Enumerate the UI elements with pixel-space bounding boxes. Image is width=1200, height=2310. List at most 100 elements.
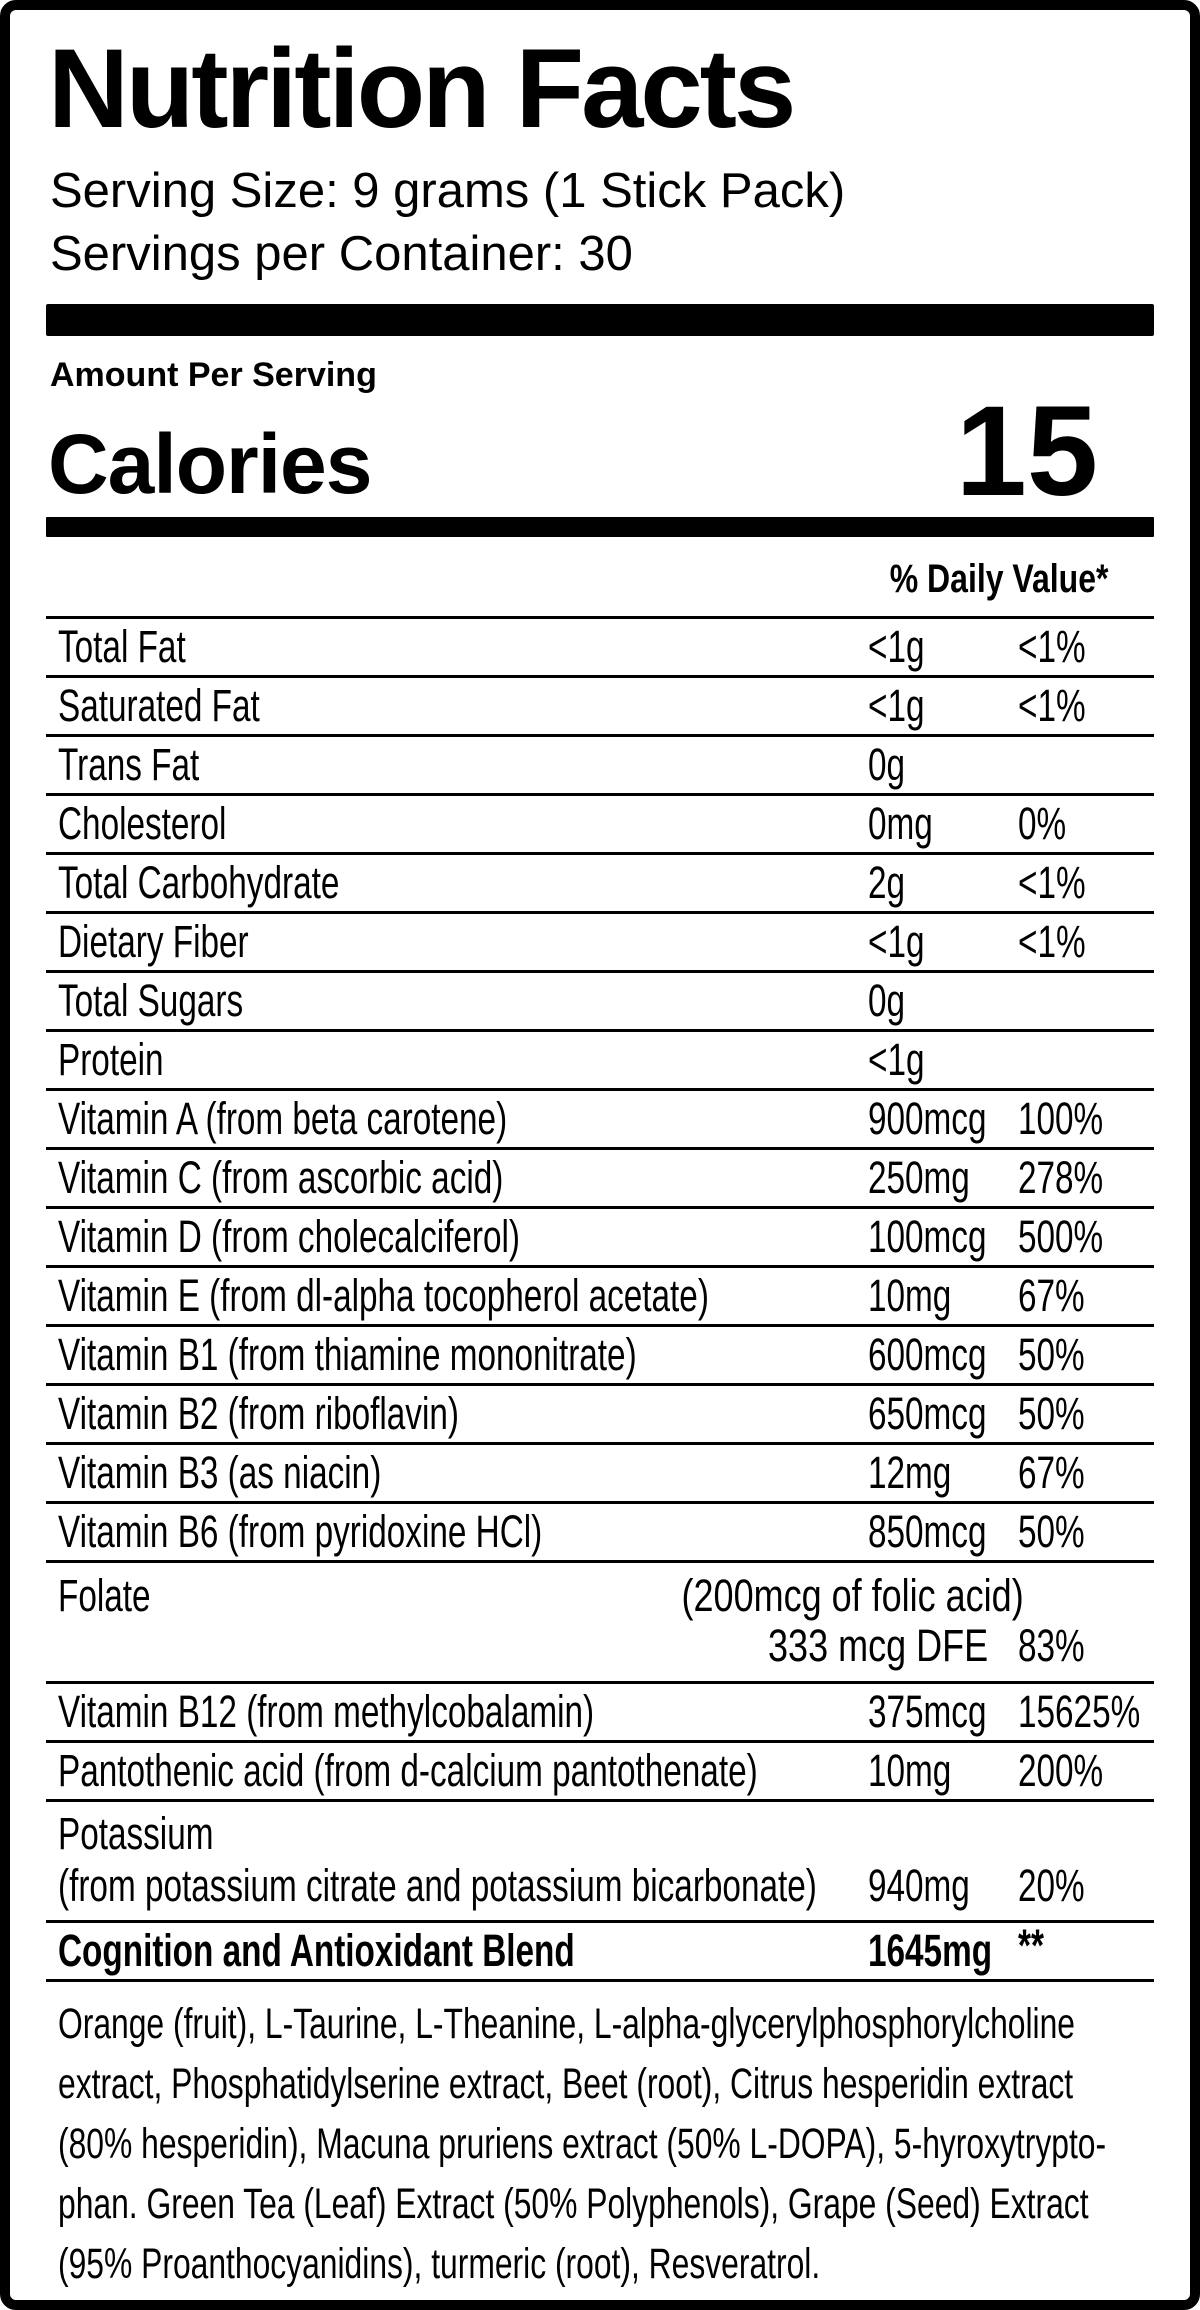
- row-amount: <1g: [868, 915, 925, 967]
- row-daily-value: 50%: [1018, 1387, 1085, 1439]
- row-label: Vitamin A (from beta carotene): [58, 1092, 508, 1144]
- row-label: Folate: [58, 1569, 151, 1621]
- row-amount: 10mg: [868, 1269, 952, 1321]
- row-daily-value: 83%: [1018, 1619, 1085, 1671]
- folate-note: (200mcg of folic acid): [681, 1569, 1024, 1621]
- row-label: Cognition and Antioxidant Blend: [58, 1924, 575, 1976]
- table-row-caffeine: Caffeine anhydrous 150mg **: [46, 2304, 1154, 2310]
- row-daily-value: 20%: [1018, 1859, 1085, 1911]
- row-label: Total Fat: [58, 620, 186, 672]
- table-row-cognition-blend: Cognition and Antioxidant Blend 1645mg *…: [46, 1919, 1154, 1979]
- row-amount: 940mg: [868, 1859, 970, 1911]
- table-row-cholesterol: Cholesterol 0mg 0%: [46, 792, 1154, 852]
- table-row-total-sugars: Total Sugars 0g: [46, 969, 1154, 1029]
- row-amount: <1g: [868, 620, 925, 672]
- row-daily-value: **: [1018, 2304, 1044, 2310]
- blend-line: Orange (fruit), L-Taurine, L-Theanine, L…: [58, 1999, 1076, 2048]
- row-daily-value: 50%: [1018, 1505, 1085, 1557]
- table-row-vitamin-a: Vitamin A (from beta carotene) 900mcg 10…: [46, 1087, 1154, 1147]
- row-label: Trans Fat: [58, 738, 200, 790]
- row-daily-value: <1%: [1018, 915, 1086, 967]
- table-row-pantothenic-acid: Pantothenic acid (from d-calcium pantoth…: [46, 1739, 1154, 1799]
- row-label: Saturated Fat: [58, 679, 260, 731]
- row-label: Potassium: [58, 1807, 214, 1859]
- row-daily-value: <1%: [1018, 620, 1086, 672]
- row-amount: 1645mg: [868, 1924, 993, 1976]
- row-amount: 600mcg: [868, 1328, 987, 1380]
- calories-label: Calories: [48, 416, 372, 511]
- calories-row: Calories 15: [46, 379, 1154, 523]
- row-amount: 375mcg: [868, 1685, 987, 1737]
- blend-line: extract, Phosphatidylserine extract, Bee…: [58, 2059, 1074, 2108]
- table-row-trans-fat: Trans Fat 0g: [46, 733, 1154, 793]
- row-amount: 10mg: [868, 1744, 952, 1796]
- blend-ingredients-paragraph: Orange (fruit), L-Taurine, L-Theanine, L…: [46, 1978, 1154, 2300]
- row-amount: 850mcg: [868, 1505, 987, 1557]
- row-label: Protein: [58, 1033, 164, 1085]
- row-daily-value: **: [1018, 1919, 1044, 1971]
- row-daily-value: 100%: [1018, 1092, 1104, 1144]
- table-row-vitamin-e: Vitamin E (from dl-alpha tocopherol acet…: [46, 1264, 1154, 1324]
- blend-line: phan. Green Tea (Leaf) Extract (50% Poly…: [58, 2179, 1089, 2228]
- row-daily-value: 15625%: [1018, 1685, 1141, 1737]
- thick-divider-bar: [46, 303, 1154, 336]
- row-amount: 650mcg: [868, 1387, 987, 1439]
- table-row-folate: Folate (200mcg of folic acid) 333 mcg DF…: [46, 1559, 1154, 1681]
- row-daily-value: 67%: [1018, 1269, 1085, 1321]
- row-label: Dietary Fiber: [58, 915, 249, 967]
- row-label: Vitamin C (from ascorbic acid): [58, 1151, 504, 1203]
- table-row-vitamin-c: Vitamin C (from ascorbic acid) 250mg 278…: [46, 1146, 1154, 1206]
- table-row-vitamin-b1: Vitamin B1 (from thiamine mononitrate) 6…: [46, 1323, 1154, 1383]
- row-amount: 0mg: [868, 797, 933, 849]
- row-daily-value: 0%: [1018, 797, 1067, 849]
- medium-divider-bar: [46, 516, 1154, 537]
- row-label: Vitamin B6 (from pyridoxine HCl): [58, 1505, 543, 1557]
- row-label: Pantothenic acid (from d-calcium pantoth…: [58, 1744, 758, 1796]
- row-label: Total Carbohydrate: [58, 856, 340, 908]
- row-label: Cholesterol: [58, 797, 227, 849]
- table-row-potassium: Potassium (from potassium citrate and po…: [46, 1798, 1154, 1920]
- calories-value: 15: [955, 379, 1098, 523]
- row-daily-value: 500%: [1018, 1210, 1104, 1262]
- row-amount: <1g: [868, 1033, 925, 1085]
- row-label: Total Sugars: [58, 974, 244, 1026]
- row-sublabel: (from potassium citrate and potassium bi…: [58, 1859, 817, 1911]
- row-amount: 100mcg: [868, 1210, 987, 1262]
- row-daily-value: <1%: [1018, 679, 1086, 731]
- row-amount: 12mg: [868, 1446, 952, 1498]
- blend-line: (80% hesperidin), Macuna pruriens extrac…: [58, 2119, 1107, 2168]
- row-label: Vitamin B2 (from riboflavin): [58, 1387, 459, 1439]
- row-amount: 250mg: [868, 1151, 970, 1203]
- row-amount: 333 mcg DFE: [767, 1619, 988, 1671]
- row-daily-value: <1%: [1018, 856, 1086, 908]
- row-amount: 900mcg: [868, 1092, 987, 1144]
- row-daily-value: 50%: [1018, 1328, 1085, 1380]
- label-title: Nutrition Facts: [48, 26, 796, 151]
- servings-per-container: Servings per Container: 30: [50, 226, 633, 281]
- row-label: Vitamin D (from cholecalciferol): [58, 1210, 521, 1262]
- serving-size: Serving Size: 9 grams (1 Stick Pack): [50, 164, 846, 219]
- row-amount: 2g: [868, 856, 906, 908]
- row-label: Vitamin B12 (from methylcobalamin): [58, 1685, 595, 1737]
- row-daily-value: 200%: [1018, 1744, 1104, 1796]
- table-row-protein: Protein <1g: [46, 1028, 1154, 1088]
- table-row-vitamin-b2: Vitamin B2 (from riboflavin) 650mcg 50%: [46, 1382, 1154, 1442]
- table-row-total-carbohydrate: Total Carbohydrate 2g <1%: [46, 851, 1154, 911]
- row-amount: <1g: [868, 679, 925, 731]
- row-amount: 0g: [868, 738, 906, 790]
- table-row-total-fat: Total Fat <1g <1%: [46, 615, 1154, 675]
- table-row-vitamin-b12: Vitamin B12 (from methylcobalamin) 375mc…: [46, 1680, 1154, 1740]
- table-row-vitamin-b6: Vitamin B6 (from pyridoxine HCl) 850mcg …: [46, 1500, 1154, 1560]
- table-row-saturated-fat: Saturated Fat <1g <1%: [46, 674, 1154, 734]
- daily-value-header: % Daily Value*: [889, 556, 1108, 601]
- row-label: Vitamin B1 (from thiamine mononitrate): [58, 1328, 637, 1380]
- row-daily-value: 278%: [1018, 1151, 1104, 1203]
- table-row-vitamin-d: Vitamin D (from cholecalciferol) 100mcg …: [46, 1205, 1154, 1265]
- blend-line: (95% Proanthocyanidins), turmeric (root)…: [58, 2239, 821, 2288]
- row-amount: 0g: [868, 974, 906, 1026]
- row-daily-value: 67%: [1018, 1446, 1085, 1498]
- row-label: Vitamin E (from dl-alpha tocopherol acet…: [58, 1269, 709, 1321]
- amount-per-serving-heading: Amount Per Serving: [50, 355, 377, 394]
- table-row-dietary-fiber: Dietary Fiber <1g <1%: [46, 910, 1154, 970]
